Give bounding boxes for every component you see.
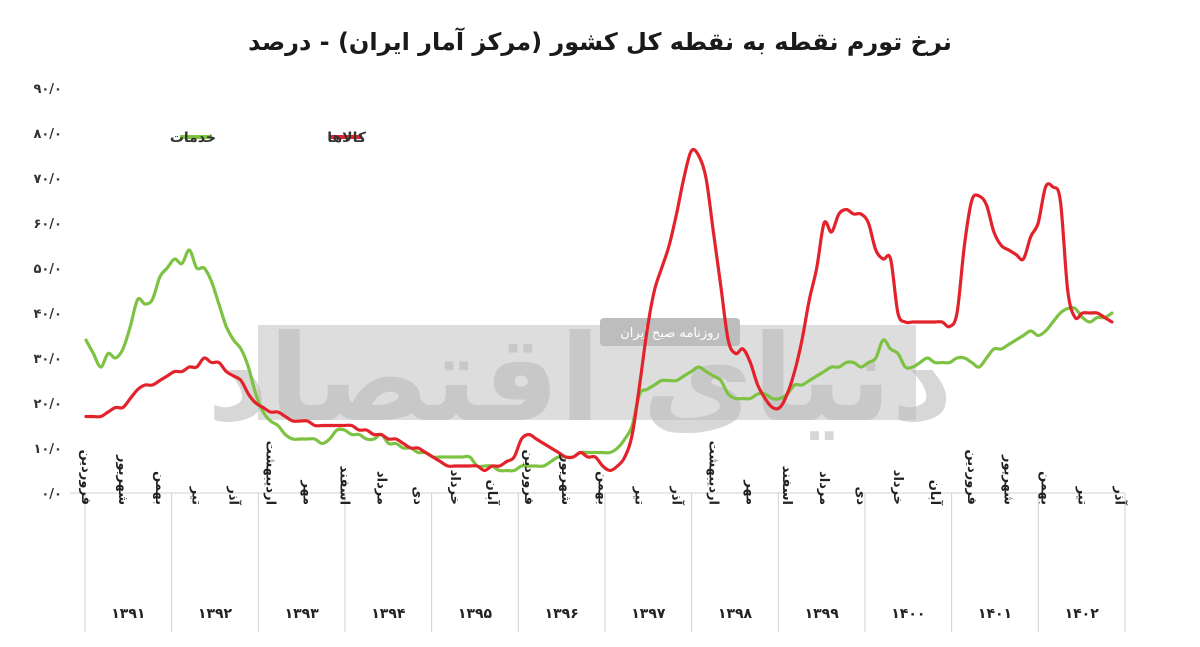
x-month-label: اسفند <box>336 466 351 505</box>
series-layer <box>84 147 1114 473</box>
y-tick-label: ۲۰/۰ <box>33 397 62 412</box>
x-month-label: آذر <box>1111 485 1128 505</box>
x-month-label: آذر <box>669 485 686 505</box>
x-month-label: مهر <box>299 479 314 505</box>
x-year-label: ۱۴۰۰ <box>891 606 925 622</box>
x-month-label: دی <box>410 486 425 505</box>
y-tick-label: ۰/۰ <box>41 487 62 502</box>
x-month-label: مهر <box>742 479 757 505</box>
legend: خدمات کالاها <box>170 130 367 146</box>
x-year-label: ۱۴۰۲ <box>1065 606 1100 622</box>
x-month-label: خرداد <box>890 470 905 505</box>
y-tick-label: ۴۰/۰ <box>33 307 62 322</box>
watermark-band <box>258 325 916 420</box>
x-month-label: خرداد <box>447 470 462 505</box>
y-axis: ۰/۰ ۱۰/۰ ۲۰/۰ ۳۰/۰ ۴۰/۰ ۵۰/۰ ۶۰/۰ ۷۰/۰ ۸۰/۰ ۹۰/۰ <box>33 82 62 502</box>
x-month-label: اردیبهشت <box>705 441 720 505</box>
x-year-label: ۱۴۰۱ <box>978 606 1012 622</box>
watermark-brand: دنیای اقتصاد <box>207 310 953 449</box>
series-line-services <box>84 248 1114 473</box>
x-month-label: آبان <box>927 480 944 506</box>
x-month-label: آبان <box>484 480 501 506</box>
y-tick-label: ۳۰/۰ <box>33 352 62 367</box>
x-month-label: اردیبهشت <box>263 441 278 505</box>
watermark-tag <box>600 318 740 346</box>
year-labels: ۱۳۹۱ ۱۳۹۲ ۱۳۹۳ ۱۳۹۴ ۱۳۹۵ ۱۳۹۶ ۱۳۹۷ ۱۳۹۸ ۱۳۹۹ ۱۴۰۰… <box>111 606 1099 622</box>
x-month-label: بهمن <box>152 471 167 505</box>
x-month-label: آذر <box>226 485 243 505</box>
y-tick-label: ۸۰/۰ <box>33 127 62 142</box>
x-month-label: اسفند <box>779 466 794 505</box>
x-year-label: ۱۳۹۵ <box>458 606 493 622</box>
x-year-label: ۱۳۹۲ <box>198 606 233 622</box>
x-month-label: فروردین <box>521 450 536 505</box>
x-year-label: ۱۳۹۴ <box>371 606 406 622</box>
x-year-label: ۱۳۹۹ <box>805 606 840 622</box>
x-month-label: تیر <box>189 486 204 505</box>
series-line-goods <box>84 147 1114 473</box>
x-month-label: بهمن <box>595 471 610 505</box>
x-month-label: شهریور <box>558 454 573 505</box>
legend-label-goods: کالاها <box>327 130 367 146</box>
y-tick-label: ۷۰/۰ <box>33 172 62 187</box>
y-tick-label: ۱۰/۰ <box>33 442 62 457</box>
x-year-label: ۱۳۹۸ <box>718 606 753 622</box>
x-year-label: ۱۳۹۱ <box>111 606 145 622</box>
y-tick-label: ۶۰/۰ <box>33 217 62 232</box>
x-month-label: بهمن <box>1038 471 1053 505</box>
legend-label-services: خدمات <box>170 130 216 146</box>
axes <box>70 492 1126 632</box>
x-month-label: مرداد <box>373 471 388 505</box>
x-month-label: مرداد <box>816 471 831 505</box>
y-tick-label: ۹۰/۰ <box>33 82 62 97</box>
x-month-label: تیر <box>632 486 647 505</box>
chart-title: نرخ تورم نقطه به نقطه کل کشور (مرکز آمار… <box>248 27 952 56</box>
x-year-label: ۱۳۹۳ <box>285 606 320 622</box>
x-month-label: شهریور <box>115 454 130 505</box>
y-tick-label: ۵۰/۰ <box>33 262 62 277</box>
x-month-label: دی <box>853 486 868 505</box>
x-month-label: فروردین <box>78 450 93 505</box>
x-year-label: ۱۳۹۶ <box>545 606 579 622</box>
x-month-label: تیر <box>1075 486 1090 505</box>
watermark: روزنامه صبح ایران دنیای اقتصاد <box>207 310 953 449</box>
x-month-label: شهریور <box>1001 454 1016 505</box>
month-labels: فروردین شهریور بهمن تیر آذر اردیبهشت مهر اسفند م… <box>78 441 1128 506</box>
x-year-label: ۱۳۹۷ <box>631 606 666 622</box>
x-month-label: فروردین <box>964 450 979 505</box>
